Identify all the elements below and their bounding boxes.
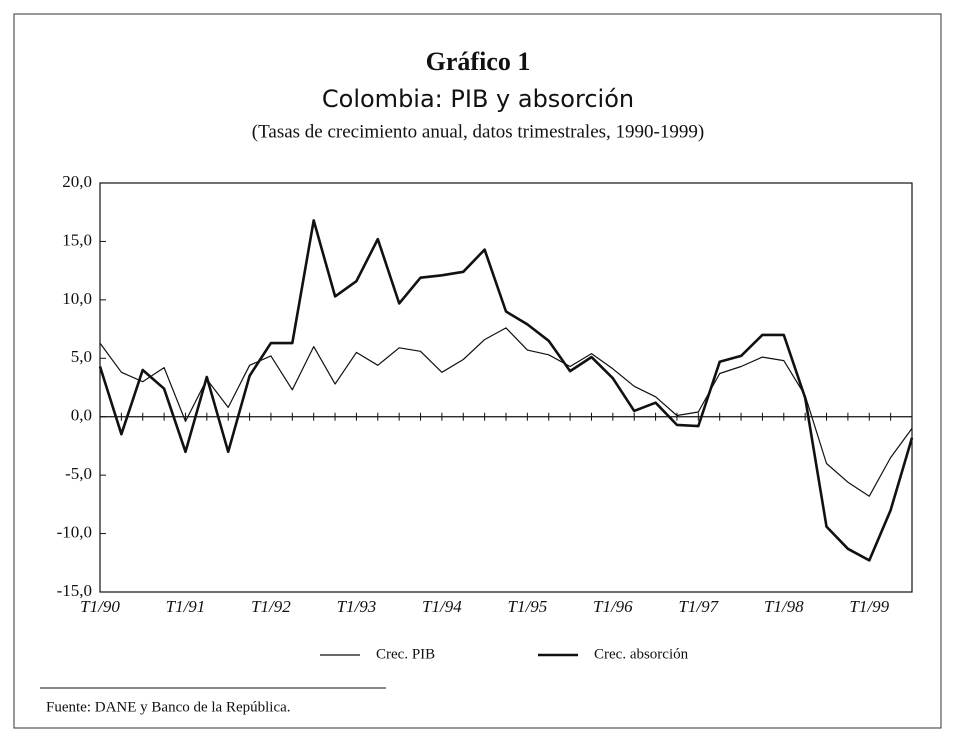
x-tick-label: T1/99 [849,597,889,616]
y-tick-label: 20,0 [62,172,92,191]
series-line [99,327,913,497]
y-tick-label: 10,0 [62,289,92,308]
y-tick-label: -5,0 [65,464,92,483]
x-tick-label: T1/94 [422,597,462,616]
chart-subtitle-2: (Tasas de crecimiento anual, datos trime… [252,121,704,142]
y-tick-label: 15,0 [62,230,92,249]
x-tick-label: T1/95 [508,597,548,616]
y-tick-label: 0,0 [71,406,92,425]
series-line [98,219,914,562]
x-tick-label: T1/92 [251,597,291,616]
y-tick-label: -10,0 [57,522,92,541]
x-tick-label: T1/96 [593,597,633,616]
x-tick-label: T1/97 [678,597,719,616]
x-tick-label: T1/98 [764,597,804,616]
y-tick-label: -15,0 [57,581,92,600]
legend-label: Crec. PIB [376,646,435,662]
x-tick-label: T1/93 [337,597,377,616]
chart-subtitle: Colombia: PIB y absorción [322,85,634,113]
y-tick-label: 5,0 [71,347,92,366]
legend-label: Crec. absorción [594,646,689,662]
x-tick-label: T1/90 [80,597,120,616]
source-note: Fuente: DANE y Banco de la República. [46,699,291,715]
plot-area [99,182,913,593]
chart-title: Gráfico 1 [426,47,531,76]
frame [13,13,942,729]
x-tick-label: T1/91 [166,597,206,616]
